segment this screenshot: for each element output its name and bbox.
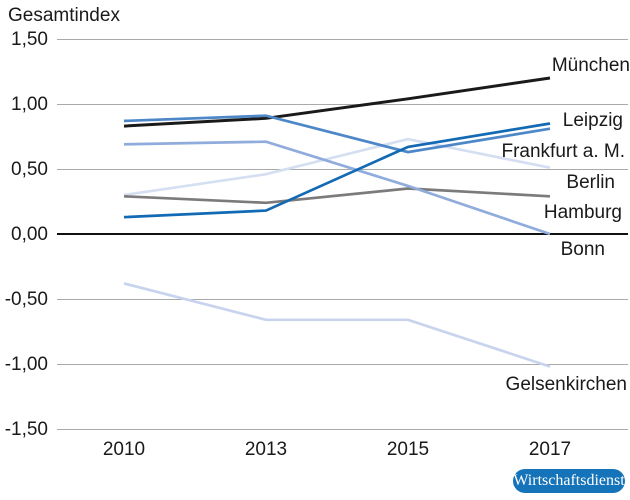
y-tick-label--1,00: -1,00 xyxy=(4,353,48,375)
series-label-berlin: Berlin xyxy=(566,172,615,193)
wirtschaftsdienst-badge: Wirtschaftsdienst xyxy=(513,469,625,493)
wirtschaftsdienst-badge-label: Wirtschaftsdienst xyxy=(513,472,625,489)
series-line-berlin xyxy=(123,137,551,197)
series-line-münchen xyxy=(123,76,551,128)
series-line-frankfurt-a-m xyxy=(123,114,551,154)
chart-title: Gesamtindex xyxy=(8,5,120,26)
y-tick-label-1,50: 1,50 xyxy=(11,28,48,50)
series-label-gelsenkirchen: Gelsenkirchen xyxy=(505,374,627,395)
x-tick-label-2010: 2010 xyxy=(102,439,146,460)
y-tick-label--1,50: -1,50 xyxy=(4,418,48,440)
x-tick-label-2015: 2015 xyxy=(386,439,430,460)
series-label-frankfurt-a-m: Frankfurt a. M. xyxy=(501,141,625,162)
series-label-bonn: Bonn xyxy=(560,239,605,260)
y-tick-label-0,50: 0,50 xyxy=(11,158,48,180)
series-line-bonn xyxy=(123,140,551,236)
x-tick-label-2017: 2017 xyxy=(528,439,572,460)
series-label-leipzig: Leipzig xyxy=(562,110,623,131)
y-tick-label-1,00: 1,00 xyxy=(11,93,48,115)
y-tick-label-0,00: 0,00 xyxy=(11,223,48,245)
series-line-gelsenkirchen xyxy=(123,282,551,368)
series-label-hamburg: Hamburg xyxy=(543,202,622,223)
y-tick-label--0,50: -0,50 xyxy=(4,288,48,310)
x-tick-label-2013: 2013 xyxy=(244,439,288,460)
series-label-münchen: München xyxy=(551,55,630,76)
series-line-hamburg xyxy=(123,187,551,205)
series-line-leipzig xyxy=(123,122,551,219)
